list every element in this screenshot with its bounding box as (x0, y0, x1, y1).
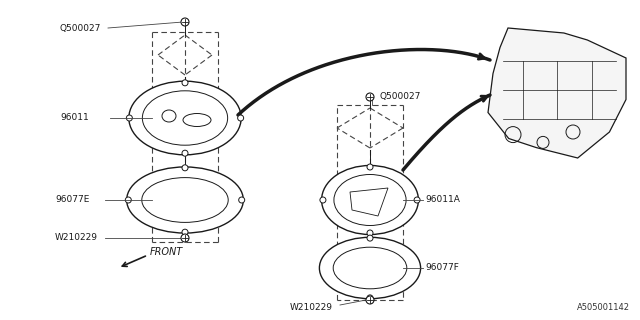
Text: Q500027: Q500027 (380, 92, 421, 101)
Ellipse shape (322, 165, 419, 235)
Circle shape (320, 197, 326, 203)
Text: FRONT: FRONT (150, 247, 183, 257)
Circle shape (367, 295, 373, 301)
Circle shape (181, 18, 189, 26)
Circle shape (367, 235, 373, 241)
Circle shape (367, 164, 373, 170)
Text: W210229: W210229 (290, 303, 333, 313)
Text: 96077F: 96077F (425, 263, 459, 273)
Circle shape (126, 115, 132, 121)
Circle shape (182, 80, 188, 86)
Text: 96011A: 96011A (425, 196, 460, 204)
Text: 96077E: 96077E (55, 196, 90, 204)
Circle shape (239, 197, 244, 203)
Circle shape (182, 150, 188, 156)
Text: 96011: 96011 (60, 114, 89, 123)
Text: A505001142: A505001142 (577, 303, 630, 312)
Ellipse shape (319, 237, 420, 299)
Circle shape (182, 165, 188, 171)
Circle shape (366, 93, 374, 101)
Circle shape (237, 115, 244, 121)
Circle shape (125, 197, 131, 203)
Text: Q500027: Q500027 (60, 23, 101, 33)
Circle shape (181, 234, 189, 242)
Polygon shape (488, 28, 626, 158)
Text: W210229: W210229 (55, 234, 98, 243)
Circle shape (182, 229, 188, 235)
Circle shape (414, 197, 420, 203)
Ellipse shape (129, 81, 241, 155)
Circle shape (367, 230, 373, 236)
Ellipse shape (127, 167, 243, 233)
Circle shape (366, 296, 374, 304)
